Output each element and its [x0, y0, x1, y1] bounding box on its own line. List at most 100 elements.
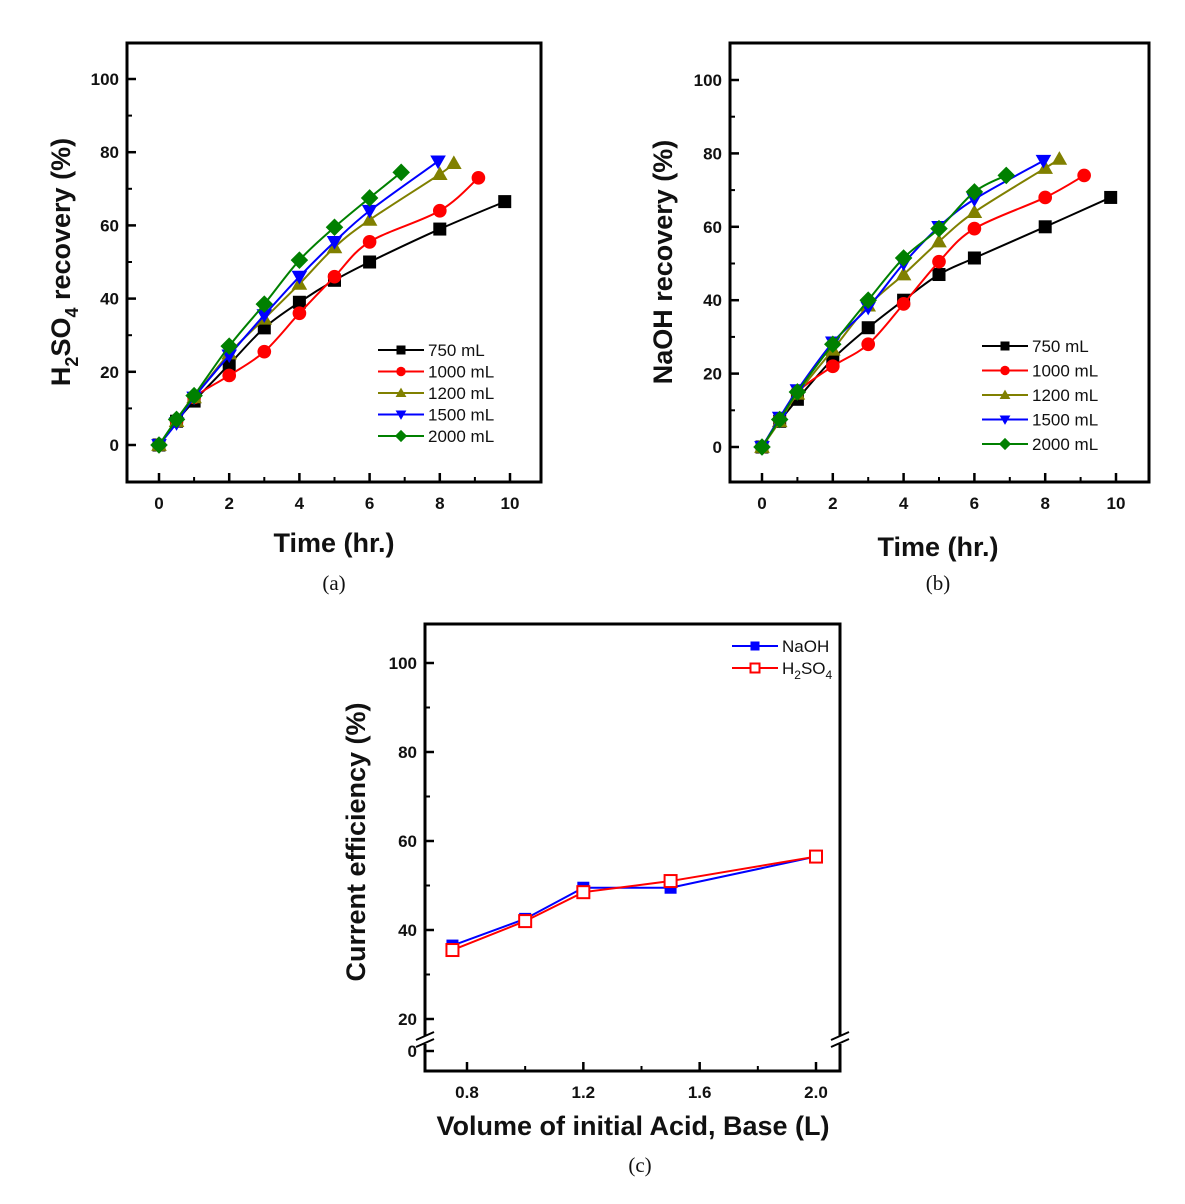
x-tick-label: 6: [970, 494, 979, 513]
legend-label-part: SO: [801, 659, 826, 678]
data-point: [894, 249, 913, 267]
y-tick-label: 40: [398, 921, 417, 940]
y-tick-label: 100: [389, 654, 417, 673]
data-point: [1038, 190, 1053, 205]
data-point: [930, 219, 948, 238]
data-point: [325, 218, 344, 237]
x-tick-label: 6: [365, 494, 374, 513]
data-point: [967, 221, 982, 236]
data-point: [788, 383, 807, 401]
data-point: [432, 203, 447, 218]
legend-marker: [1000, 341, 1010, 351]
legend-item: 750 mL: [378, 341, 485, 360]
x-tick-label: 1.6: [688, 1083, 712, 1102]
legend-item: 1500 mL: [982, 411, 1098, 430]
panel-b-naoh-recovery-chart: 0 20 40 60 80 100 0 2 4 6 8 10 Time (hr.) NaOH reco…: [648, 41, 1151, 595]
series-line: [452, 855, 817, 947]
legend-label-part: H: [782, 659, 794, 678]
series-line: [158, 162, 455, 446]
x-tick-label: 2: [828, 494, 837, 513]
data-point: [753, 438, 771, 456]
data-point: [518, 914, 533, 929]
data-point: [896, 297, 911, 311]
y-tick-label: 20: [100, 363, 119, 382]
data-point: [445, 943, 460, 958]
series-layer: [150, 155, 512, 454]
y-axis-title-subscript: 2: [62, 357, 82, 367]
data-point: [809, 849, 823, 864]
data-point: [966, 204, 983, 218]
panel-caption: (b): [926, 571, 951, 595]
data-point: [1038, 220, 1052, 234]
y-tick-label: 20: [703, 365, 722, 384]
data-point: [932, 268, 946, 282]
data-point: [167, 410, 186, 429]
data-point: [256, 309, 273, 323]
legend-label: 2000 mL: [428, 427, 494, 446]
legend-marker: [999, 415, 1011, 425]
legend-marker: [999, 389, 1011, 400]
data-point: [967, 251, 981, 265]
data-point: [291, 270, 308, 285]
legend-item: NaOH: [732, 637, 829, 656]
data-point: [257, 321, 271, 335]
legend-item: 2000 mL: [982, 435, 1098, 454]
data-point: [997, 166, 1016, 185]
data-point: [824, 335, 842, 354]
x-tick-label: 0.8: [455, 1083, 479, 1102]
legend-item: 1200 mL: [982, 386, 1098, 405]
data-point: [220, 337, 238, 355]
legend-label: NaOH: [782, 637, 829, 656]
x-tick-label: 4: [899, 494, 909, 513]
x-tick-label: 10: [501, 494, 520, 513]
data-point: [825, 359, 840, 374]
data-point: [255, 295, 274, 313]
data-point: [471, 170, 486, 185]
data-point: [770, 410, 789, 429]
data-point: [292, 295, 306, 309]
y-tick-label: 60: [703, 218, 722, 237]
legend-item: 1000 mL: [378, 363, 494, 382]
x-axis-title: Time (hr.): [877, 532, 998, 562]
y-axis-title-part: SO: [46, 318, 76, 357]
legend-item: 750 mL: [982, 337, 1089, 356]
legend-label: 1200 mL: [1032, 386, 1098, 405]
data-point: [859, 291, 877, 309]
y-tick-label: 0: [713, 438, 722, 457]
data-point: [326, 236, 343, 250]
legend-label: 1000 mL: [428, 363, 494, 382]
series-h2so4: [445, 849, 823, 958]
series-line: [761, 158, 1060, 448]
panel-caption: (a): [322, 571, 345, 595]
y-axis-title: NaOH recovery (%): [648, 140, 678, 385]
data-point: [446, 155, 462, 170]
data-point: [498, 195, 512, 209]
legend-label: 1500 mL: [428, 406, 494, 425]
x-axis-title: Volume of initial Acid, Base (L): [436, 1111, 829, 1141]
legend-label: 2000 mL: [1032, 435, 1098, 454]
y-axis-title-part: H: [46, 367, 76, 387]
data-point: [430, 155, 446, 170]
axis-break-mark: [415, 1031, 435, 1041]
legend-marker: [1000, 365, 1010, 376]
data-point: [1077, 168, 1091, 183]
data-point: [432, 166, 448, 181]
x-tick-label: 8: [435, 494, 444, 513]
x-tick-label: 2: [224, 494, 233, 513]
legend-item: 1200 mL: [378, 384, 494, 403]
x-tick-label: 8: [1040, 494, 1049, 513]
axis-break-mark: [830, 1031, 850, 1041]
y-tick-label: 100: [694, 71, 722, 90]
y-tick-label: 0: [408, 1042, 417, 1061]
data-point: [150, 436, 168, 454]
x-tick-label: 10: [1107, 494, 1126, 513]
legend-marker: [396, 366, 406, 377]
y-axis-title: Current efficiency (%): [341, 702, 371, 981]
data-point: [361, 204, 378, 219]
data-point: [965, 183, 984, 201]
axis-break-mark: [415, 1038, 435, 1048]
series-2000-ml: [753, 166, 1016, 456]
plot-frame: [423, 622, 842, 1073]
ticks-layer: 0 20 40 60 80 100 0 2 4 6 8 10: [91, 70, 520, 513]
